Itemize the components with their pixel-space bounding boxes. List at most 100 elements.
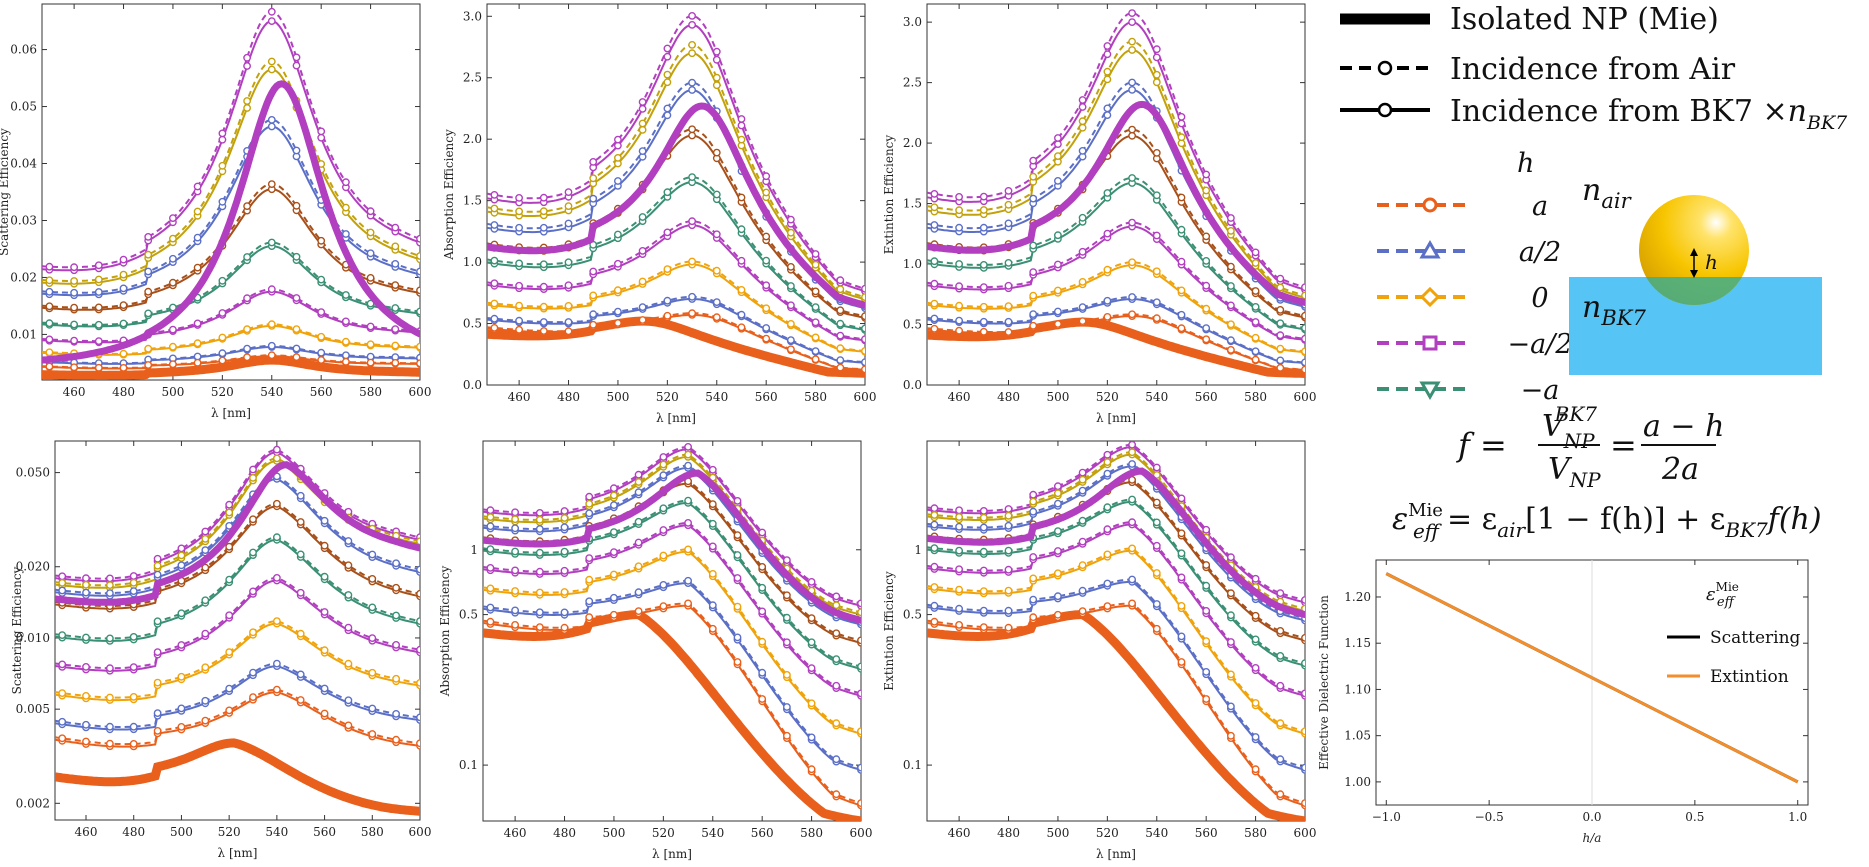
data-point-air [341,317,350,326]
data-point-air [129,572,138,580]
x-tick-label: 600 [850,826,873,840]
data-point-air [535,608,544,617]
data-point-air [930,511,939,519]
series-group [927,441,1305,821]
data-point-air [811,303,820,311]
data-point-air [861,335,865,344]
data-point-air [1004,623,1013,632]
data-point-air [783,556,791,564]
y-axis-label: Extintion Efficiency [882,135,896,255]
data-point-air [585,575,594,584]
x-tick-label: 520 [652,826,675,840]
data-point-air [119,284,128,293]
data-point-air [659,581,668,589]
data-point-air [614,286,622,295]
data-point [1103,50,1112,59]
data-point-air [1177,133,1186,142]
data-point-air [560,523,569,532]
data-point-air [979,206,988,214]
data-point-air [585,554,594,562]
data-point-air [1103,602,1112,610]
y-axis-label: Scattering Efficiency [0,128,11,256]
data-point-air [1251,333,1260,342]
data-point-air [94,261,103,270]
data-point-air [1227,345,1235,354]
data-point [688,20,696,29]
data-point-air [292,201,301,210]
data-point-air [490,323,499,332]
data-point-air [201,663,210,672]
data-point-air [610,484,618,493]
data-point-air [1251,699,1260,707]
data-point-air [811,333,820,342]
h-legend: a a/2 0 −a/2 −a [1377,191,1573,406]
n-air-label: nair [1582,173,1633,213]
series-bk7-line [42,68,420,285]
data-point-air [1251,287,1260,295]
x-tick-label: 460 [63,385,86,399]
data-point-air [1301,291,1305,300]
data-point-air [955,316,963,325]
x-tick-label: 520 [656,390,679,404]
x-tick-label: 0.5 [1685,810,1704,824]
x-tick-label: 520 [1096,826,1119,840]
data-point-air [392,710,400,718]
data-point-air [1078,586,1087,595]
y-tick-label: 0.002 [16,796,50,810]
x-tick-label: 580 [1244,390,1267,404]
data-point-air [1004,281,1013,290]
data-point-air [1128,174,1137,182]
data-point-air [737,323,746,332]
data-point-air [1004,511,1013,520]
data-point-air [1276,363,1285,372]
data-point-air [1054,176,1062,185]
data-point-air [1152,191,1161,200]
series-bk7-line [55,477,420,597]
mie-line-h-a [483,610,861,821]
series-bk7-line [55,505,420,610]
data-point-air [317,348,326,357]
data-point-air [344,537,353,545]
data-point-air [366,228,375,237]
data-point-air [296,670,305,679]
data-point-air [762,188,771,197]
data-point-air [1227,262,1235,271]
data-point-air [1004,505,1013,513]
data-point-air [243,202,252,211]
data-point-air [1078,516,1087,525]
mie-line-h-minus-a [487,102,865,309]
data-point-air [1029,613,1038,622]
data-point-air [807,733,816,742]
x-tick-label: 500 [1046,390,1069,404]
data-point-air [391,242,400,251]
series-air-line [483,453,861,614]
data-point-air [366,358,375,367]
data-point-air [45,302,54,311]
data-point-air [1029,321,1038,330]
h-legend-item: a/2 [1377,237,1561,268]
data-point-air [1054,260,1062,269]
data-point-air [249,473,257,482]
data-point-air [58,579,67,587]
data-point-air [762,324,771,332]
data-point-air [1103,104,1112,113]
x-tick-label: 0.0 [1582,810,1601,824]
data-point-air [1251,733,1260,741]
chart-p7: −1.0 −0.5 0.0 0.5 1.0 1.00 1.05 1.10 1.15 1.20 h/a… [1317,559,1809,845]
data-point-air [341,230,350,238]
data-point-air [201,527,210,536]
data-point-air [1103,525,1112,534]
data-point-air [684,496,692,505]
data-point-air [225,542,234,551]
data-point-air [168,342,177,351]
p7-legend-label: Extintion [1710,667,1789,687]
data-point [712,55,721,64]
data-point-air [758,607,767,616]
y-tick-label: 1.10 [1344,682,1371,696]
data-point-air [1128,218,1137,227]
data-point-air [1276,331,1285,340]
data-point-air [836,319,845,328]
series-bk7-line [487,313,865,371]
series-group [55,445,420,816]
data-point-air [832,592,841,601]
